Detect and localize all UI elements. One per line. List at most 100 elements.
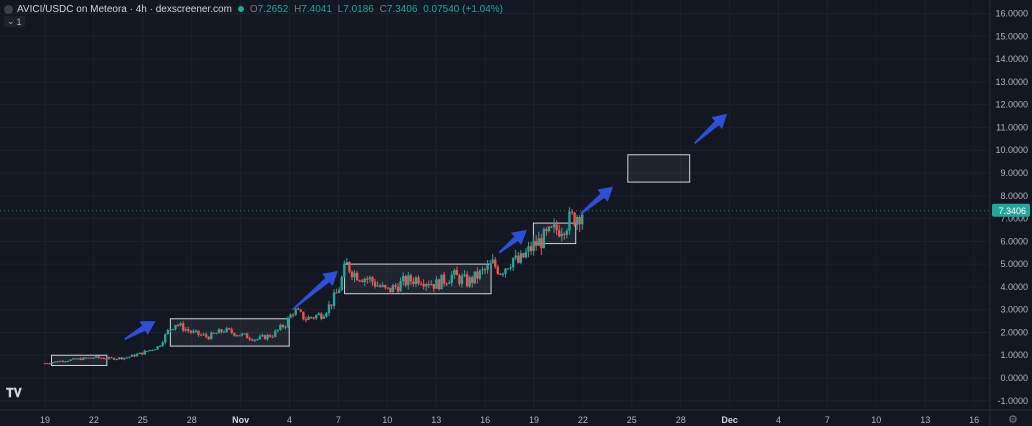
candle-body bbox=[338, 289, 341, 293]
candle-body bbox=[455, 270, 459, 276]
candle-body bbox=[555, 224, 558, 231]
y-tick-label: 1.0000 bbox=[1000, 350, 1028, 360]
candle-body bbox=[396, 286, 400, 292]
candle-body bbox=[245, 333, 249, 339]
trend-arrow[interactable] bbox=[694, 113, 728, 144]
tradingview-logo-icon[interactable]: 𝐓𝐕 bbox=[6, 386, 22, 400]
ohlc-readout: O7.2652 H7.4041 L7.0186 C7.3406 0.07540 … bbox=[250, 4, 503, 15]
consolidation-box[interactable] bbox=[627, 154, 691, 183]
candle-body bbox=[110, 357, 113, 359]
candle-body bbox=[529, 246, 533, 252]
candle-body bbox=[517, 255, 520, 263]
candle-body bbox=[141, 352, 144, 355]
candle-body bbox=[294, 308, 297, 315]
candle-body bbox=[524, 251, 528, 258]
candle-body bbox=[511, 257, 515, 268]
candle-body bbox=[478, 270, 482, 279]
y-tick-label: 15.0000 bbox=[995, 31, 1028, 41]
candle-body bbox=[240, 333, 244, 336]
candle-body bbox=[130, 354, 134, 357]
chart-title: AVICI/USDC on Meteora · 4h · dexscreener… bbox=[17, 3, 232, 15]
candle-body bbox=[542, 229, 546, 249]
candle-body bbox=[115, 358, 118, 360]
candle-body bbox=[307, 316, 310, 320]
candle-body bbox=[534, 241, 538, 246]
candle-body bbox=[435, 279, 438, 289]
trend-arrow[interactable] bbox=[580, 186, 614, 215]
x-tick-label: 19 bbox=[529, 415, 539, 425]
candle-body bbox=[181, 323, 185, 331]
candle-body bbox=[261, 335, 264, 337]
x-tick-label: 7 bbox=[336, 415, 341, 425]
candle-body bbox=[540, 238, 543, 249]
close-value: 7.3406 bbox=[386, 3, 418, 15]
trend-arrow[interactable] bbox=[291, 270, 338, 311]
candle-body bbox=[92, 357, 95, 359]
candle-body bbox=[463, 274, 466, 277]
candle-body bbox=[532, 241, 535, 252]
candle-body bbox=[276, 329, 280, 331]
candle-body bbox=[458, 275, 461, 284]
candle-body bbox=[274, 330, 277, 337]
candle-body bbox=[348, 262, 351, 272]
candle-body bbox=[61, 360, 65, 362]
candle-body bbox=[494, 259, 497, 267]
low-value: 7.0186 bbox=[343, 3, 374, 15]
consolidation-box[interactable] bbox=[51, 354, 108, 366]
candle-body bbox=[445, 283, 448, 285]
candle-body bbox=[125, 357, 129, 359]
candle-body bbox=[138, 352, 141, 354]
y-tick-label: 4.0000 bbox=[1000, 282, 1028, 292]
y-tick-label: 12.0000 bbox=[995, 100, 1028, 110]
candle-body bbox=[332, 292, 336, 306]
indicator-toggle[interactable]: ⌄ 1 bbox=[4, 16, 25, 27]
candle-body bbox=[563, 233, 566, 235]
candle-body bbox=[501, 273, 505, 275]
y-tick-label: 0.0000 bbox=[1000, 373, 1028, 383]
candle-body bbox=[422, 284, 425, 287]
candle-body bbox=[251, 339, 254, 341]
candle-body bbox=[432, 284, 436, 289]
y-tick-label: -1.0000 bbox=[997, 396, 1028, 406]
candle-body bbox=[468, 277, 471, 287]
candle-body bbox=[514, 255, 517, 258]
candle-body bbox=[56, 361, 59, 363]
candle-body bbox=[230, 329, 233, 333]
candle-body bbox=[256, 339, 259, 341]
candle-body bbox=[176, 324, 180, 326]
candle-body bbox=[217, 329, 221, 334]
y-tick-label: 11.0000 bbox=[996, 122, 1028, 132]
candle-body bbox=[575, 216, 579, 226]
candle-body bbox=[358, 280, 361, 282]
candle-body bbox=[373, 281, 377, 287]
candle-body bbox=[297, 308, 300, 310]
candle-body bbox=[271, 336, 274, 338]
candle-body bbox=[171, 328, 175, 330]
symbol-icon[interactable] bbox=[4, 4, 13, 14]
candle-body bbox=[545, 229, 548, 232]
close-label: C bbox=[379, 3, 387, 15]
candle-body bbox=[133, 354, 136, 357]
y-tick-label: 16.0000 bbox=[995, 9, 1028, 19]
candle-body bbox=[506, 268, 510, 270]
trend-arrow[interactable] bbox=[498, 229, 527, 254]
chevron-down-icon: ⌄ bbox=[7, 16, 15, 26]
candle-body bbox=[207, 336, 210, 340]
y-tick-label: 5.0000 bbox=[1000, 259, 1028, 269]
candle-body bbox=[430, 284, 433, 286]
x-tick-label: Dec bbox=[721, 415, 738, 425]
change-value: 0.07540 (+1.04%) bbox=[423, 3, 503, 15]
candle-body bbox=[164, 334, 167, 343]
candle-body bbox=[363, 278, 366, 283]
y-tick-label: 9.0000 bbox=[1000, 168, 1028, 178]
candle-body bbox=[401, 276, 405, 282]
candle-body bbox=[97, 356, 100, 358]
trend-arrow[interactable] bbox=[124, 321, 156, 340]
chart-header: AVICI/USDC on Meteora · 4h · dexscreener… bbox=[4, 3, 503, 15]
candle-body bbox=[317, 313, 320, 316]
gear-icon[interactable]: ⚙ bbox=[1008, 414, 1018, 426]
candle-body bbox=[330, 304, 333, 306]
candle-body bbox=[560, 233, 563, 237]
y-tick-label: 6.0000 bbox=[1000, 236, 1028, 246]
